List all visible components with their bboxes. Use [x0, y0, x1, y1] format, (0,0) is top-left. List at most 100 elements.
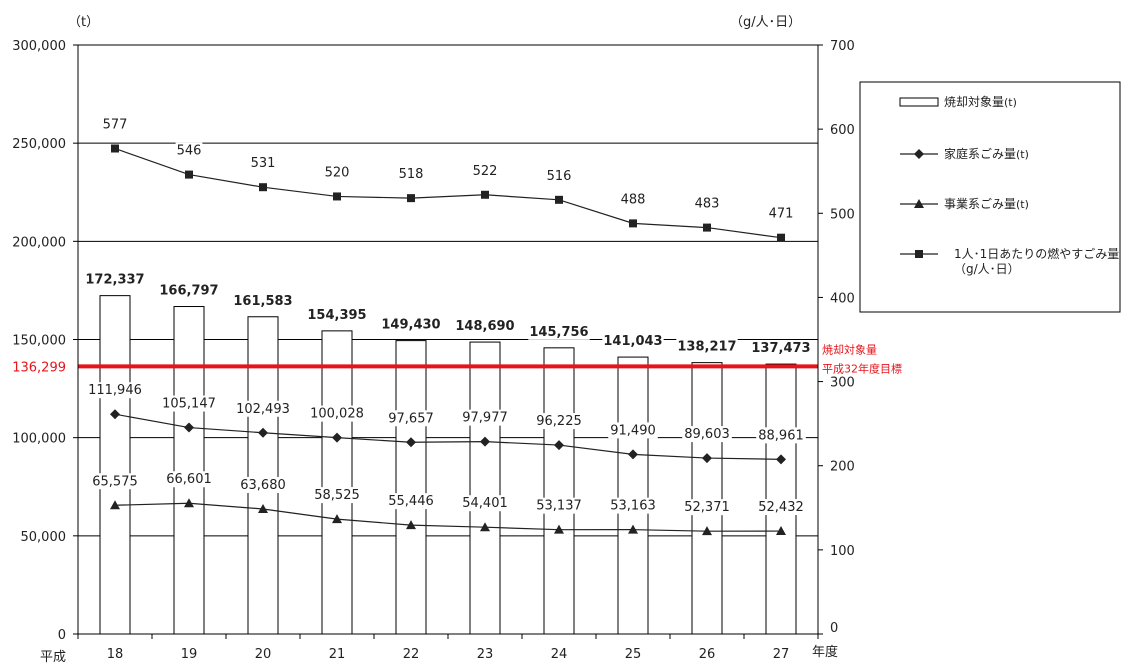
- x-tick-label: 26: [699, 647, 716, 662]
- y-right-tick-label: 600: [830, 123, 855, 138]
- y-left-tick-label: 300,000: [12, 39, 66, 54]
- bar-label-bg: [158, 282, 220, 299]
- data-label-bg: [545, 167, 573, 184]
- data-label: 471: [769, 207, 794, 222]
- legend-unit: (t): [1016, 148, 1029, 161]
- data-label-bg: [312, 487, 362, 504]
- point: [333, 192, 341, 201]
- bar-label-bg: [602, 333, 664, 350]
- bar-label: 145,756: [529, 325, 588, 340]
- point: [628, 449, 638, 460]
- data-label: 483: [695, 197, 720, 212]
- point: [554, 524, 564, 534]
- legend-label: 家庭系ごみ量(t): [944, 146, 1029, 161]
- point: [332, 432, 342, 443]
- data-label-bg: [308, 405, 366, 422]
- data-label-bg: [534, 413, 584, 430]
- data-label-bg: [386, 493, 436, 510]
- data-label: 518: [399, 167, 424, 182]
- y-left-unit: （t）: [68, 15, 99, 30]
- point: [406, 520, 416, 530]
- target-text: 焼却対象量: [822, 342, 877, 356]
- data-label-bg: [756, 499, 806, 516]
- bar: [691, 362, 723, 635]
- point: [777, 233, 785, 242]
- data-label-bg: [619, 191, 647, 208]
- data-label-bg: [693, 195, 721, 212]
- data-label: 63,680: [240, 478, 286, 493]
- data-label: 516: [547, 169, 572, 184]
- bar: [247, 316, 279, 635]
- series-line: [114, 502, 782, 532]
- x-axis-label: 年度: [812, 644, 838, 660]
- data-label: 100,028: [310, 407, 364, 422]
- data-label: 97,977: [462, 411, 508, 426]
- bar-label: 166,797: [159, 284, 218, 299]
- bar-label-bg: [84, 271, 146, 288]
- x-prefix: 平成: [40, 650, 66, 664]
- bar-label: 149,430: [381, 318, 440, 333]
- y-left-tick-label: 150,000: [12, 334, 66, 349]
- bar: [543, 347, 575, 635]
- y-left-tick-label: 200,000: [12, 235, 66, 250]
- bar-label-bg: [232, 292, 294, 309]
- data-label-bg: [460, 409, 510, 426]
- y-left-tick-label: 250,000: [12, 137, 66, 152]
- data-label: 577: [103, 117, 128, 132]
- y-right-tick-label: 200: [830, 460, 855, 475]
- legend-swatch: [899, 97, 939, 107]
- data-label-bg: [682, 499, 732, 516]
- point: [628, 524, 638, 534]
- legend-label: 焼却対象量(t): [944, 95, 1017, 109]
- point: [110, 409, 120, 420]
- data-label: 111,946: [88, 383, 142, 398]
- bar: [173, 306, 205, 635]
- y-left-tick-label: 0: [58, 628, 66, 643]
- bar-label: 137,473: [751, 341, 810, 356]
- data-label: 96,225: [536, 414, 582, 429]
- data-label-bg: [397, 166, 425, 183]
- point: [776, 454, 786, 465]
- bar-label-bg: [676, 338, 738, 355]
- series-line: [114, 413, 782, 460]
- x-tick-label: 20: [255, 647, 272, 662]
- data-label: 53,137: [536, 499, 582, 514]
- y-left-tick-label: 100,000: [12, 432, 66, 447]
- y-right-tick-label: 500: [830, 207, 855, 222]
- data-label-bg: [164, 471, 214, 488]
- data-label: 522: [473, 164, 498, 179]
- data-label-bg: [682, 426, 732, 443]
- data-label: 91,490: [610, 423, 656, 438]
- data-label-bg: [608, 497, 658, 514]
- series-line: [114, 147, 782, 239]
- bar-label: 172,337: [85, 273, 144, 288]
- point: [332, 514, 342, 524]
- data-label: 55,446: [388, 494, 434, 509]
- legend-box: [859, 81, 1121, 313]
- data-label-bg: [101, 116, 129, 133]
- x-tick-label: 19: [181, 647, 198, 662]
- data-label: 52,432: [758, 500, 804, 515]
- point: [406, 437, 416, 448]
- data-label-bg: [234, 400, 292, 417]
- bar: [469, 341, 501, 635]
- bar-label-bg: [380, 316, 442, 333]
- bar-label-bg: [454, 318, 516, 335]
- point: [407, 194, 415, 203]
- bar-label-bg: [306, 306, 368, 323]
- legend-unit: (t): [1004, 96, 1017, 109]
- data-label: 88,961: [758, 428, 804, 443]
- bar: [617, 356, 649, 635]
- point: [702, 526, 712, 536]
- x-tick-label: 25: [625, 647, 642, 662]
- data-label: 488: [621, 192, 646, 207]
- data-label: 546: [177, 144, 202, 159]
- bar: [395, 340, 427, 635]
- x-tick-label: 24: [551, 647, 568, 662]
- data-label: 531: [251, 156, 276, 171]
- point: [702, 453, 712, 464]
- legend-unit: (t): [1016, 198, 1029, 211]
- bar-label-bg: [750, 340, 812, 357]
- data-label-bg: [534, 497, 584, 514]
